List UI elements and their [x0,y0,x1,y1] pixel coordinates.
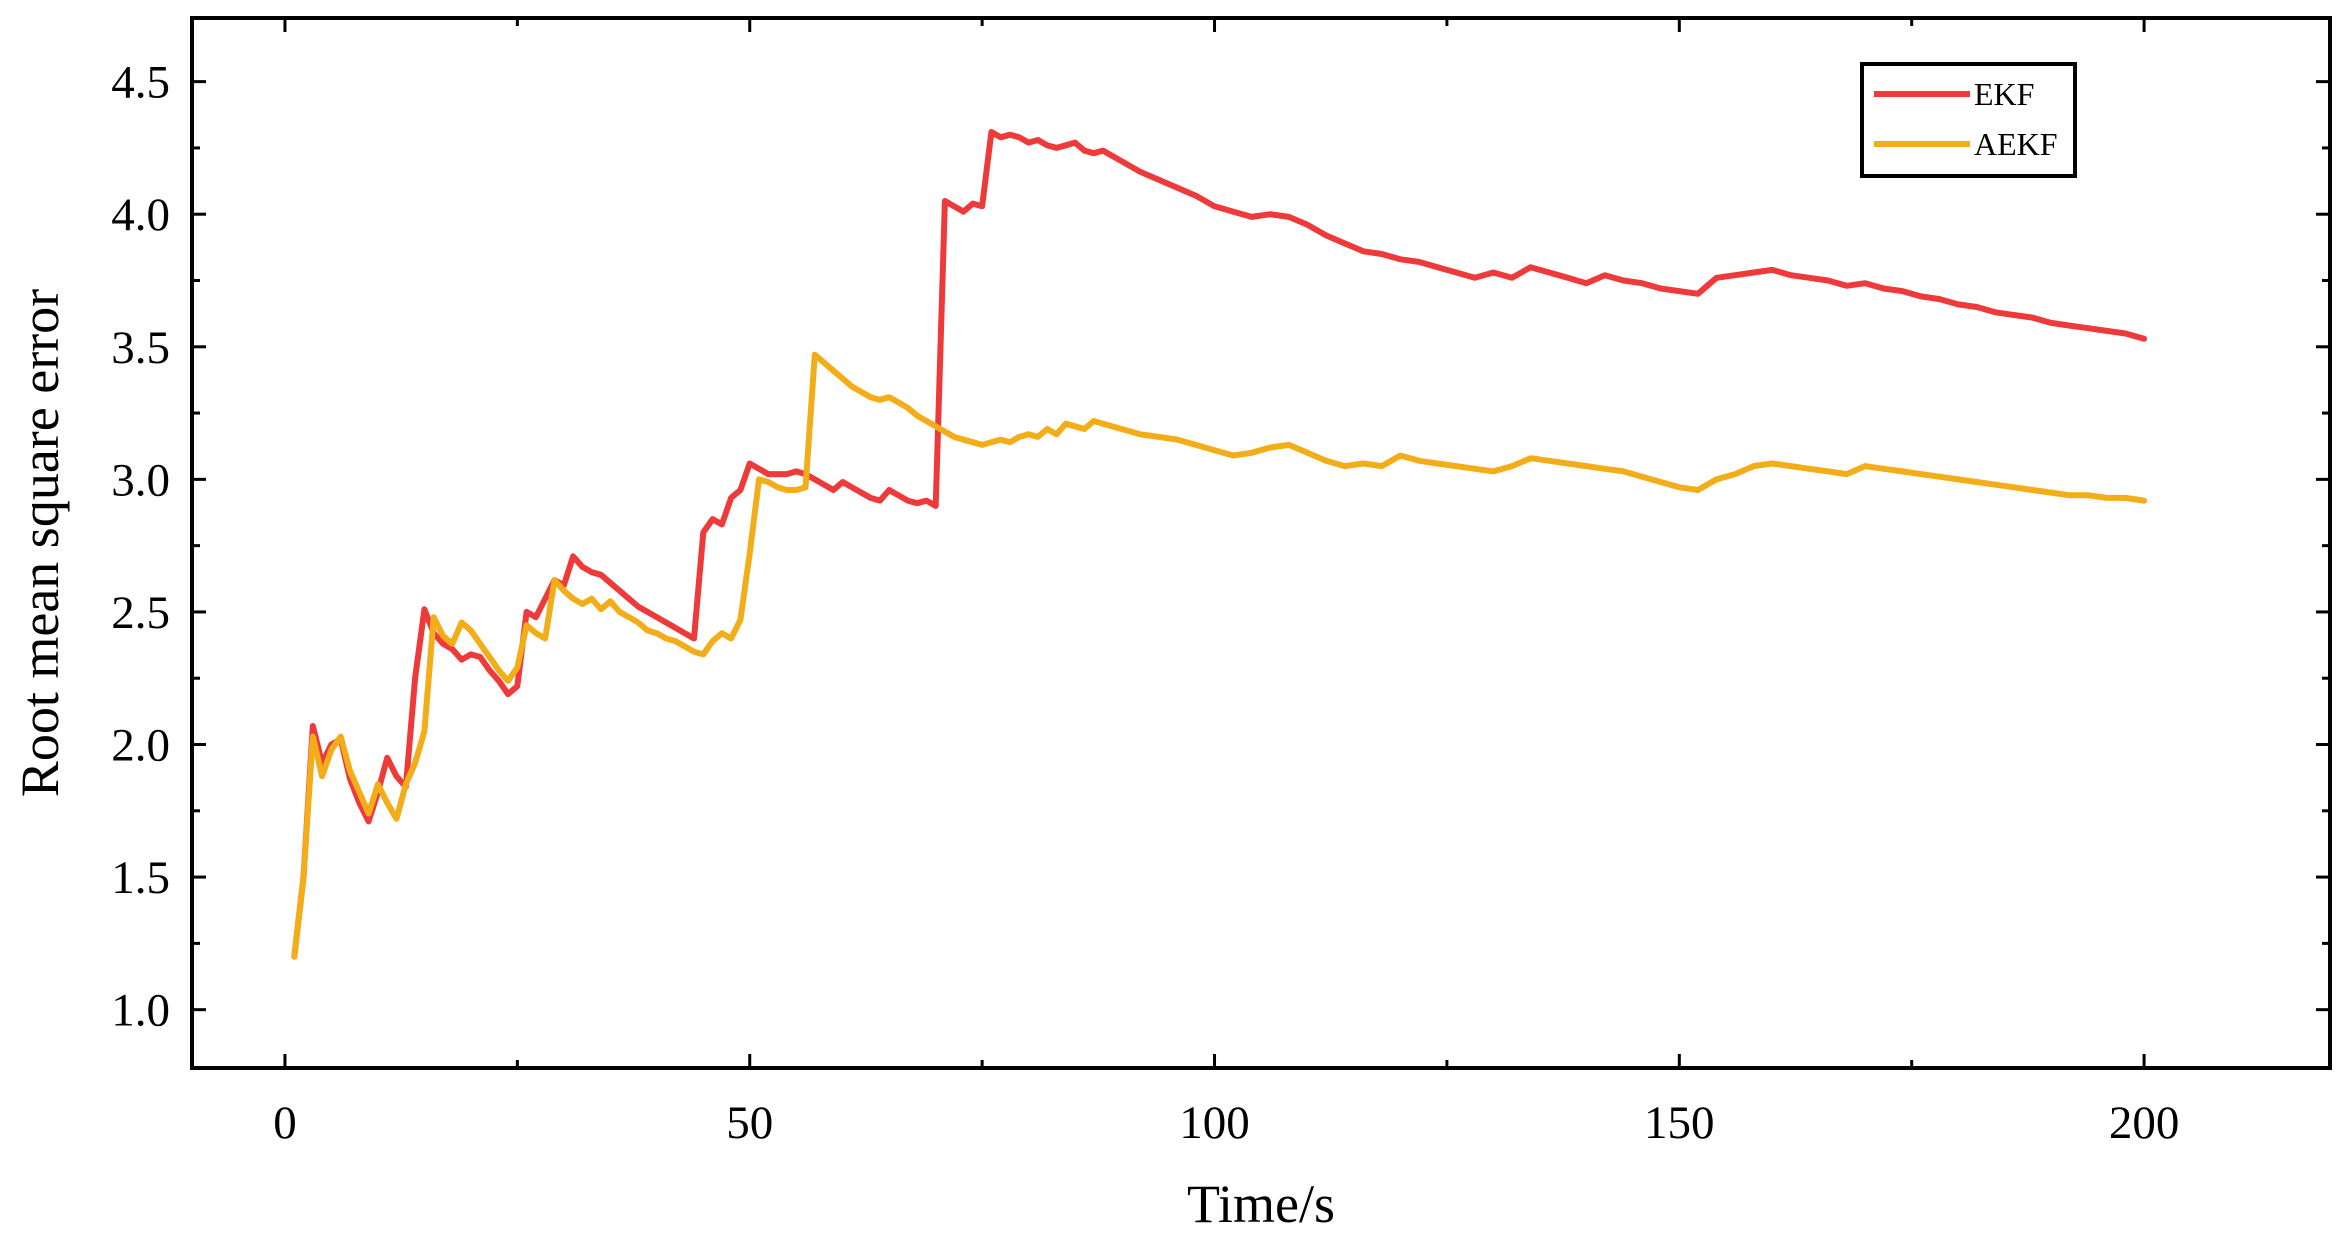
y-axis-title: Root mean square error [10,289,70,797]
legend-box [1860,62,2077,178]
y-tick-label: 1.0 [111,985,170,1037]
y-tick-label: 3.5 [111,322,170,374]
y-tick-label: 2.0 [111,720,170,772]
legend: EKF AEKF [1860,62,2077,178]
y-tick-label: 4.5 [111,57,170,109]
x-tick-label: 100 [1179,1097,1250,1149]
series-layer [291,129,2148,960]
x-tick-label: 150 [1644,1097,1715,1149]
x-tick-label: 200 [2109,1097,2180,1149]
legend-label-ekf: EKF [1974,76,2034,112]
y-tick-label: 4.0 [111,189,170,241]
y-tick-label: 2.5 [111,587,170,639]
plot-area [190,16,2332,1070]
x-tick-label: 50 [726,1097,773,1149]
x-axis-title: Time/s [1187,1174,1335,1234]
series-line-aekf [291,351,2148,960]
y-tick-label: 3.0 [111,454,170,506]
series-line-ekf [291,129,2148,960]
y-tick-label: 1.5 [111,852,170,904]
axes-layer: 0 50 100 150 200 1.0 1.5 2.0 2.5 3.0 3.5 4.0 4.5 Time… [10,18,2330,1234]
x-tick-label: 0 [273,1097,297,1149]
legend-label-aekf: AEKF [1974,126,2058,162]
plot-frame [190,16,2332,1070]
